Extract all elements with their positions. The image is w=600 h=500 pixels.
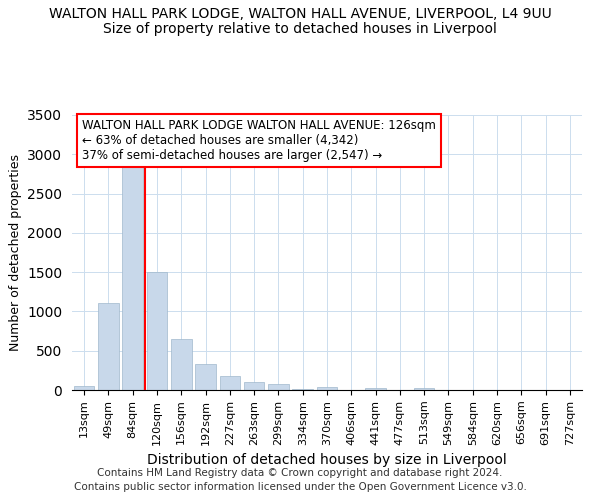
Bar bbox=[98, 303, 119, 390]
Bar bbox=[365, 388, 386, 390]
Bar bbox=[146, 272, 167, 390]
Bar bbox=[195, 364, 216, 390]
Bar bbox=[244, 382, 265, 390]
Y-axis label: Number of detached properties: Number of detached properties bbox=[8, 154, 22, 351]
Bar bbox=[171, 340, 191, 390]
Bar bbox=[292, 389, 313, 390]
Text: WALTON HALL PARK LODGE WALTON HALL AVENUE: 126sqm
← 63% of detached houses are s: WALTON HALL PARK LODGE WALTON HALL AVENU… bbox=[82, 119, 436, 162]
X-axis label: Distribution of detached houses by size in Liverpool: Distribution of detached houses by size … bbox=[147, 453, 507, 467]
Text: Contains HM Land Registry data © Crown copyright and database right 2024.
Contai: Contains HM Land Registry data © Crown c… bbox=[74, 468, 526, 492]
Bar bbox=[414, 388, 434, 390]
Bar bbox=[122, 162, 143, 390]
Bar bbox=[317, 387, 337, 390]
Text: Size of property relative to detached houses in Liverpool: Size of property relative to detached ho… bbox=[103, 22, 497, 36]
Bar bbox=[220, 376, 240, 390]
Text: WALTON HALL PARK LODGE, WALTON HALL AVENUE, LIVERPOOL, L4 9UU: WALTON HALL PARK LODGE, WALTON HALL AVEN… bbox=[49, 8, 551, 22]
Bar bbox=[74, 386, 94, 390]
Bar bbox=[268, 384, 289, 390]
